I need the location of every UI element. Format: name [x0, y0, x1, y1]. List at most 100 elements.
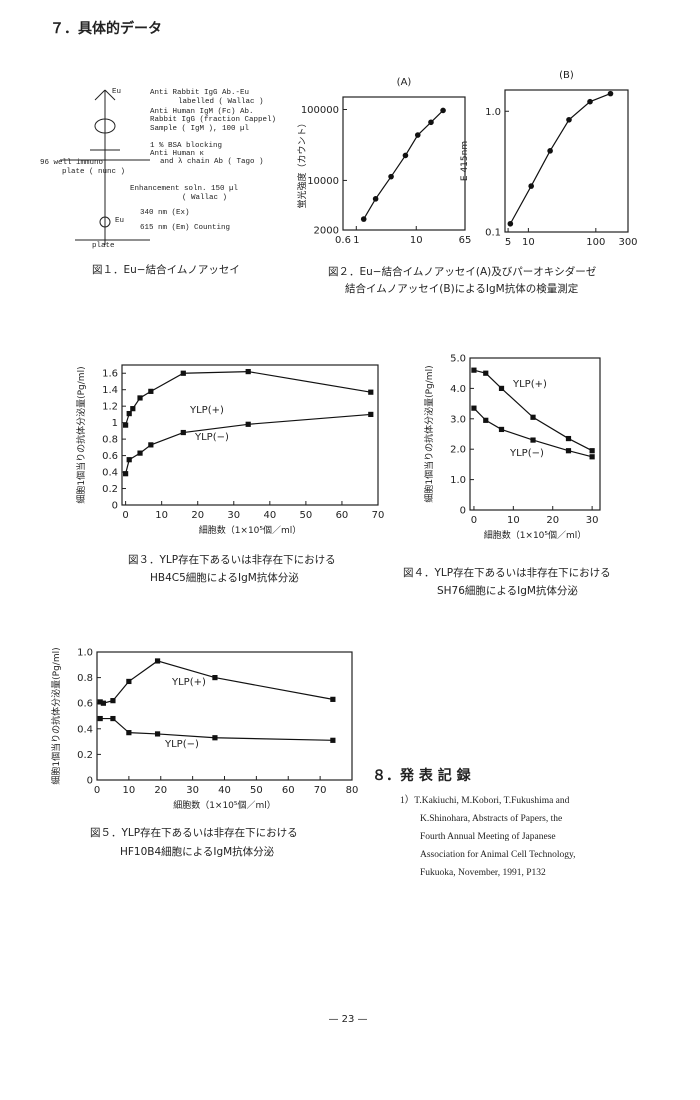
diagram-label: plate ( nunc ): [62, 168, 125, 176]
data-point: [368, 411, 374, 418]
x-tick-label: 0: [471, 515, 477, 526]
y-tick-label: 0.1: [485, 228, 501, 239]
data-point: [154, 658, 161, 664]
diagram-label: Sample ( IgM ), 100 µl: [150, 125, 250, 133]
reference: 1）T.Kakiuchi, M.Kobori, T.Fukushima and: [400, 794, 570, 806]
x-tick-label: 80: [346, 785, 359, 796]
y-tick-label: 0.2: [102, 484, 118, 495]
y-tick-label: 1.0: [450, 475, 466, 486]
data-point: [212, 675, 218, 681]
data-point: [97, 699, 103, 705]
x-tick-label: 0: [122, 510, 128, 521]
data-point: [212, 735, 218, 741]
x-tick-label: 50: [300, 510, 313, 521]
x-tick-label: 5: [505, 237, 511, 248]
x-tick-label: 20: [191, 510, 204, 521]
data-point: [507, 220, 514, 227]
diagram-label: 96 well immuno: [40, 159, 104, 167]
chart-title: (B): [559, 70, 574, 81]
y-tick-label: 0.4: [77, 724, 93, 735]
y-tick-label: 1.6: [102, 369, 118, 380]
data-point: [126, 457, 132, 463]
diagram-label: and λ chain Ab ( Tago ): [160, 158, 264, 166]
x-tick-label: 10: [522, 237, 535, 248]
y-axis-label: E 415nm: [460, 141, 470, 181]
y-tick-label: 2000: [314, 226, 339, 237]
data-point: [528, 183, 534, 189]
section-title: ８．発 表 記 録: [372, 767, 472, 784]
y-tick-label: 4.0: [450, 384, 466, 395]
y-tick-label: 10000: [307, 176, 339, 187]
heading: ７．具体的データ: [50, 20, 162, 37]
data-point: [372, 196, 379, 202]
caption: SH76細胞によるIgM抗体分泌: [437, 584, 578, 597]
data-point: [471, 405, 477, 411]
diagram-antibody: [94, 118, 116, 134]
data-point: [137, 395, 143, 401]
y-tick-label: 0: [460, 506, 466, 517]
x-tick-label: 300: [618, 237, 637, 248]
x-tick-label: 10: [123, 785, 136, 796]
caption: HF10B4細胞によるIgM抗体分泌: [120, 845, 275, 858]
reference: Fukuoka, November, 1991, P132: [420, 868, 546, 878]
y-tick-label: 0: [112, 501, 118, 512]
y-tick-label: 0.6: [102, 451, 118, 462]
x-tick-label: 1: [353, 235, 359, 246]
reference: Association for Animal Cell Technology,: [420, 849, 576, 860]
data-point: [100, 700, 106, 706]
x-axis-label: 細胞数（1×10⁵個／ml）: [173, 799, 276, 811]
x-tick-label: 40: [263, 510, 276, 521]
y-tick-label: 0.8: [77, 673, 93, 684]
y-tick-label: 0.4: [102, 468, 118, 479]
caption: HB4C5細胞によるIgM抗体分泌: [150, 571, 299, 584]
diagram-line: [104, 89, 116, 101]
caption: 図２．Eu−結合イムノアッセイ(A)及びパーオキシダーゼ: [328, 265, 597, 278]
y-axis-label: 細胞1個当りの抗体分泌量(Pg/ml): [50, 647, 62, 784]
series-line: [509, 93, 611, 225]
y-tick-label: 1: [112, 418, 118, 429]
data-point: [110, 715, 116, 722]
reference: K.Shinohara, Abstracts of Papers, the: [420, 813, 562, 824]
diagram-label: Anti Rabbit IgG Ab.-Eu: [150, 89, 249, 97]
diagram-label: Enhancement soln. 150 µl: [130, 185, 239, 193]
series-label: YLP(−): [194, 432, 229, 443]
diagram-label: 1 % BSA blocking: [150, 142, 222, 150]
series-label: YLP(+): [512, 379, 547, 390]
data-point: [360, 216, 367, 222]
x-tick-label: 30: [227, 510, 240, 521]
data-point: [123, 422, 129, 428]
x-axis-label: 細胞数（1×10⁵個／ml）: [199, 524, 302, 536]
x-tick-label: 10: [155, 510, 168, 521]
data-point: [126, 410, 132, 417]
data-point: [589, 448, 595, 454]
diagram-label: Anti Human IgM (Fc) Ab.: [150, 108, 254, 116]
data-point: [498, 426, 505, 433]
diagram-label: Rabbit IgG (fraction Cappel): [150, 116, 276, 124]
data-point: [180, 429, 186, 436]
plot-frame: [342, 96, 466, 231]
x-tick-label: 10: [410, 235, 423, 246]
x-tick-label: 65: [459, 235, 472, 246]
caption: 図５．YLP存在下あるいは非存在下における: [90, 826, 298, 839]
diagram-label: ( Wallac ): [182, 194, 227, 202]
x-tick-label: 30: [586, 515, 599, 526]
diagram-line: [94, 89, 106, 101]
x-tick-label: 70: [314, 785, 327, 796]
y-tick-label: 3.0: [450, 414, 466, 425]
x-tick-label: 70: [372, 510, 385, 521]
data-point: [565, 448, 572, 454]
diagram-label: plate: [92, 242, 115, 250]
x-tick-label: 0: [94, 785, 100, 796]
diagram-eu: [99, 216, 111, 228]
x-tick-label: 0.6: [335, 235, 351, 246]
y-tick-label: 0.8: [102, 435, 118, 446]
plot-frame: [469, 357, 601, 511]
data-point: [245, 421, 251, 427]
diagram-label: 340 nm (Ex): [140, 209, 190, 217]
data-point: [126, 678, 132, 685]
data-point: [530, 414, 536, 420]
data-point: [402, 152, 409, 159]
plot-frame: [96, 651, 353, 781]
caption: 図３．YLP存在下あるいは非存在下における: [128, 553, 336, 566]
